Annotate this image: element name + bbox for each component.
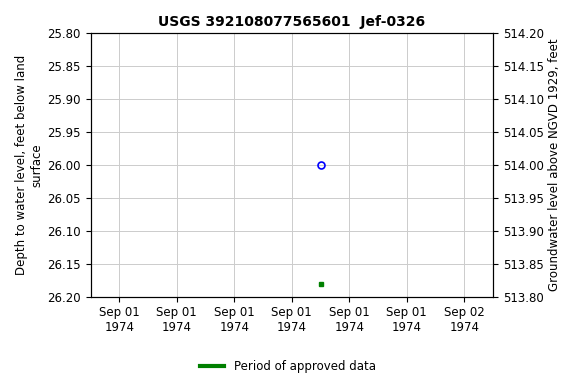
Title: USGS 392108077565601  Jef-0326: USGS 392108077565601 Jef-0326 (158, 15, 425, 29)
Y-axis label: Depth to water level, feet below land
surface: Depth to water level, feet below land su… (15, 55, 43, 275)
Legend: Period of approved data: Period of approved data (196, 356, 380, 378)
Y-axis label: Groundwater level above NGVD 1929, feet: Groundwater level above NGVD 1929, feet (548, 38, 561, 291)
